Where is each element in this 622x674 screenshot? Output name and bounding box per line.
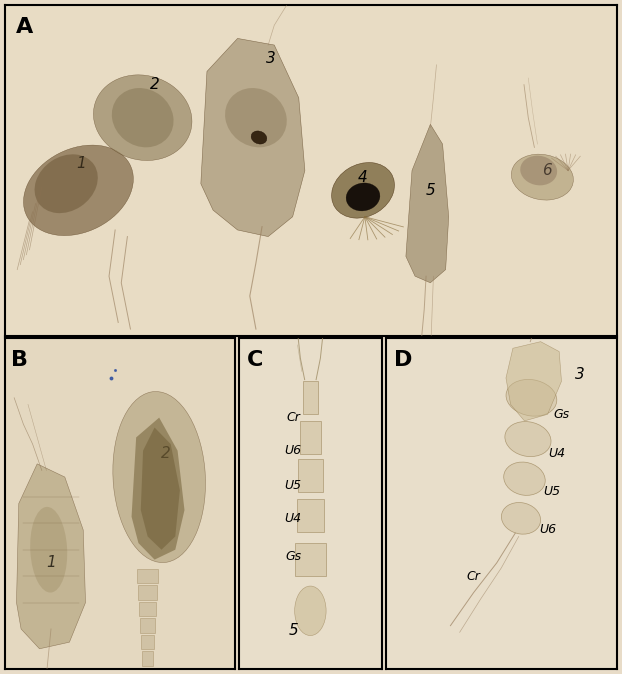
Text: 1: 1 <box>77 156 86 171</box>
Polygon shape <box>295 543 326 576</box>
Text: B: B <box>11 350 29 370</box>
Text: 1: 1 <box>46 555 56 570</box>
Ellipse shape <box>506 379 557 416</box>
Text: U4: U4 <box>285 512 302 525</box>
Text: 5: 5 <box>425 183 435 198</box>
Ellipse shape <box>504 462 545 495</box>
Ellipse shape <box>346 183 380 211</box>
Polygon shape <box>139 602 156 617</box>
Text: U5: U5 <box>544 485 561 498</box>
Text: Gs: Gs <box>554 408 570 421</box>
Text: 6: 6 <box>542 163 552 178</box>
Ellipse shape <box>511 154 573 200</box>
Ellipse shape <box>332 162 394 218</box>
Ellipse shape <box>93 75 192 160</box>
Text: 5: 5 <box>289 623 298 638</box>
Polygon shape <box>406 124 448 283</box>
Text: U6: U6 <box>285 444 302 457</box>
Ellipse shape <box>112 88 174 148</box>
Ellipse shape <box>24 145 133 236</box>
Text: 4: 4 <box>358 170 368 185</box>
Text: 2: 2 <box>150 77 160 92</box>
Polygon shape <box>132 418 185 559</box>
Text: Cr: Cr <box>466 570 481 582</box>
Ellipse shape <box>225 88 287 148</box>
Polygon shape <box>137 569 158 584</box>
Text: U4: U4 <box>549 448 565 460</box>
Polygon shape <box>141 635 154 650</box>
Polygon shape <box>201 38 305 237</box>
Polygon shape <box>138 586 157 600</box>
Polygon shape <box>142 652 154 666</box>
Text: Cr: Cr <box>286 411 300 424</box>
Text: U6: U6 <box>539 524 556 537</box>
Ellipse shape <box>30 507 67 592</box>
Text: C: C <box>247 350 263 370</box>
Text: 3: 3 <box>575 367 585 382</box>
Text: U5: U5 <box>285 479 302 492</box>
Polygon shape <box>140 619 156 633</box>
Text: Gs: Gs <box>285 550 301 563</box>
Ellipse shape <box>251 131 267 144</box>
Text: 3: 3 <box>266 51 276 66</box>
Polygon shape <box>506 342 562 421</box>
Polygon shape <box>298 459 323 492</box>
Polygon shape <box>300 421 321 454</box>
Text: 2: 2 <box>161 446 171 462</box>
Polygon shape <box>302 381 318 415</box>
Text: A: A <box>16 17 33 37</box>
Polygon shape <box>297 499 324 532</box>
Ellipse shape <box>520 156 557 185</box>
Ellipse shape <box>113 392 205 563</box>
Ellipse shape <box>295 586 326 636</box>
Polygon shape <box>16 464 86 649</box>
Text: D: D <box>394 350 413 370</box>
Ellipse shape <box>505 421 551 456</box>
Polygon shape <box>141 427 180 550</box>
Ellipse shape <box>35 154 98 213</box>
Ellipse shape <box>501 503 541 534</box>
